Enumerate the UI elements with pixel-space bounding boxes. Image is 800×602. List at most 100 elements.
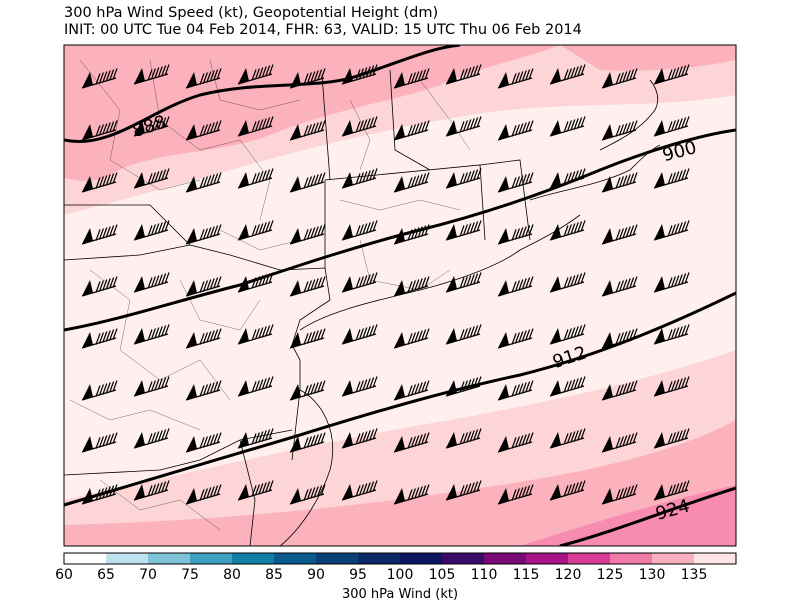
wind-barb (497, 432, 534, 453)
colorbar-tick-label: 80 (223, 567, 241, 583)
colorbar-tick-label: 95 (349, 567, 367, 583)
wind-fill-high-south (64, 420, 736, 546)
wind-barb (185, 380, 222, 401)
wind-barb (653, 428, 690, 449)
colorbar-cell (694, 553, 736, 564)
wind-barb (341, 168, 378, 189)
wind-barb (393, 120, 430, 141)
chart-subtitle: INIT: 00 UTC Tue 04 Feb 2014, FHR: 63, V… (64, 22, 582, 38)
wind-barb (289, 432, 326, 453)
wind-barb (549, 220, 586, 241)
wind-barb (185, 172, 222, 193)
wind-barb (393, 484, 430, 505)
wind-fill-high-north (64, 45, 560, 182)
wind-barb (185, 432, 222, 453)
wind-barb (601, 172, 638, 193)
wind-barb (445, 64, 482, 85)
wind-barb (81, 484, 118, 505)
wind-barb (185, 484, 222, 505)
wind-barb (341, 376, 378, 397)
wind-barb (289, 120, 326, 141)
wind-barb (601, 328, 638, 349)
colorbar-tick-label: 90 (307, 567, 325, 583)
wind-fill-max (520, 485, 736, 546)
colorbar-tick-label: 85 (265, 567, 283, 583)
wind-barb (289, 224, 326, 245)
wind-barb (393, 328, 430, 349)
colorbar-tick-label: 105 (428, 567, 456, 583)
wind-barb (653, 64, 690, 85)
wind-barb (549, 116, 586, 137)
wind-barb (653, 168, 690, 189)
wind-barb (549, 168, 586, 189)
colorbar-tick-label: 100 (386, 567, 414, 583)
wind-barb (653, 116, 690, 137)
wind-barb (237, 64, 274, 85)
colorbar-cell (442, 553, 484, 564)
wind-barb (549, 428, 586, 449)
colorbar-cell (526, 553, 568, 564)
wind-barb (133, 116, 170, 137)
wind-barb (237, 428, 274, 449)
wind-barb (653, 220, 690, 241)
wind-barb (549, 64, 586, 85)
colorbar-tick-label: 110 (470, 567, 498, 583)
wind-barb (341, 324, 378, 345)
wind-barbs (81, 64, 690, 505)
colorbar-tick-label: 130 (638, 567, 666, 583)
colorbar-cell (148, 553, 190, 564)
colorbar-tick-label: 75 (181, 567, 199, 583)
wind-barb (653, 480, 690, 501)
wind-barb (549, 324, 586, 345)
wind-barb (81, 276, 118, 297)
colorbar-cell (484, 553, 526, 564)
colorbar-cell (568, 553, 610, 564)
wind-barb (445, 428, 482, 449)
wind-barb (81, 120, 118, 141)
wind-barb (341, 480, 378, 501)
wind-barb (289, 68, 326, 89)
colorbar-tick-label: 115 (512, 567, 540, 583)
wind-barb (393, 224, 430, 245)
wind-barb (445, 480, 482, 501)
wind-barb (601, 120, 638, 141)
colorbar-cell (232, 553, 274, 564)
wind-barb (237, 168, 274, 189)
colorbar-tick-label: 60 (55, 567, 73, 583)
colorbar-tick-label: 135 (680, 567, 708, 583)
wind-barb (185, 328, 222, 349)
wind-barb (185, 276, 222, 297)
wind-barb (601, 276, 638, 297)
wind-barb (81, 328, 118, 349)
wind-barb (445, 324, 482, 345)
wind-barb (393, 276, 430, 297)
wind-barb (185, 224, 222, 245)
colorbar-cell (190, 553, 232, 564)
wind-barb (237, 376, 274, 397)
wind-barb (133, 168, 170, 189)
wind-barb (341, 220, 378, 241)
map-frame (63, 44, 737, 547)
wind-barb (341, 64, 378, 85)
wind-barb (133, 324, 170, 345)
wind-barb (237, 324, 274, 345)
chart-title: 300 hPa Wind Speed (kt), Geopotential He… (64, 5, 439, 21)
wind-barb (497, 484, 534, 505)
colorbar-tick-label: 70 (139, 567, 157, 583)
wind-barb (237, 220, 274, 241)
wind-barb (393, 380, 430, 401)
wind-barb (497, 224, 534, 245)
wind-barb (601, 68, 638, 89)
colorbar-tick-label: 65 (97, 567, 115, 583)
wind-barb (601, 484, 638, 505)
wind-barb (497, 68, 534, 89)
wind-barb (289, 172, 326, 193)
wind-barb (289, 276, 326, 297)
wind-barb (133, 376, 170, 397)
wind-barb (497, 328, 534, 349)
colorbar-cell (358, 553, 400, 564)
wind-barb (601, 432, 638, 453)
colorbar-cell (106, 553, 148, 564)
